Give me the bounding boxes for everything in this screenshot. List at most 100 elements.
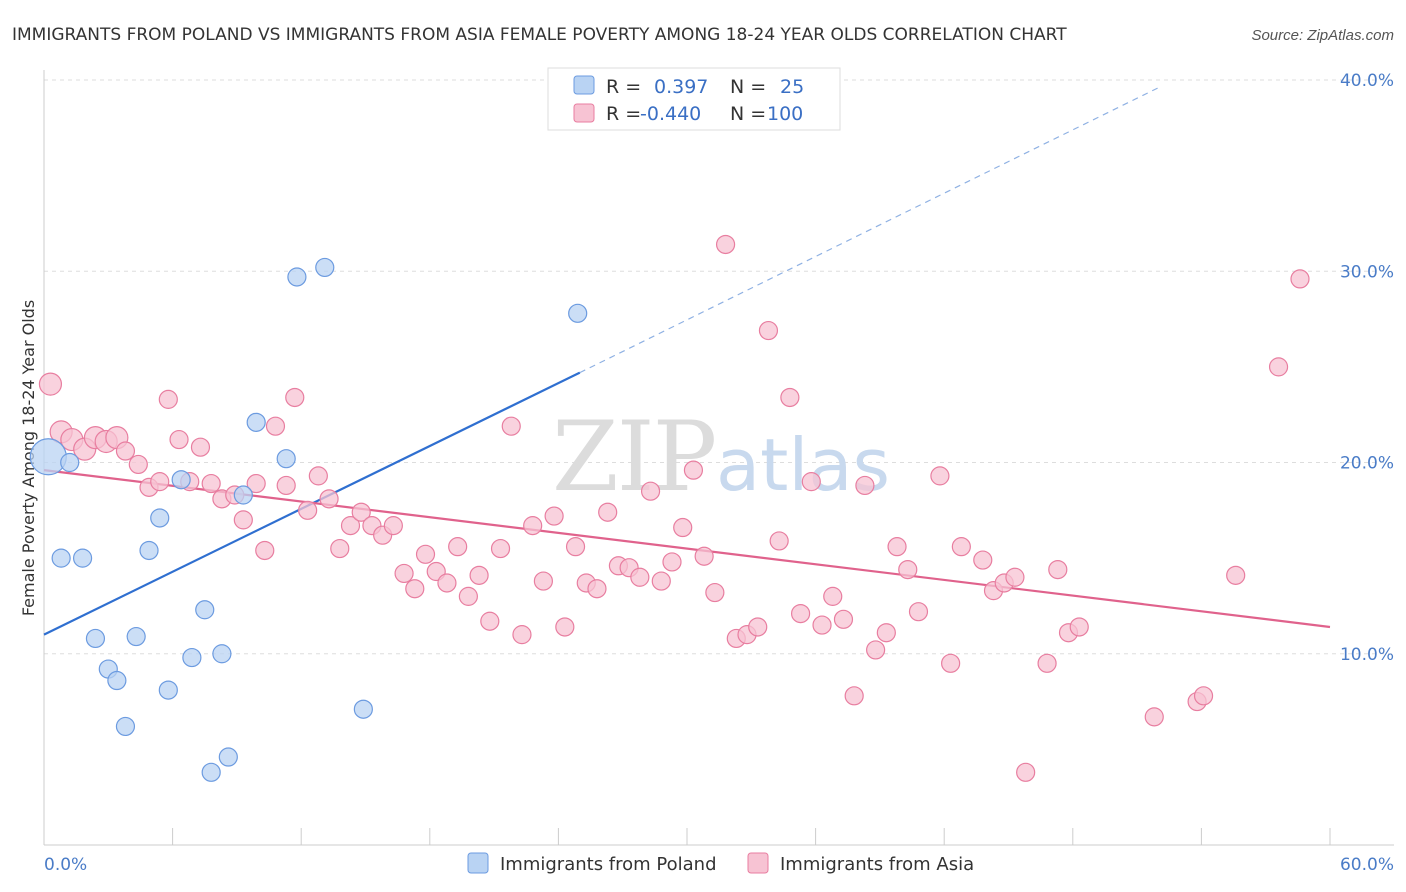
data-point-asia — [265, 416, 286, 436]
data-point-asia — [448, 537, 468, 557]
bottom-legend-swatch-poland — [467, 852, 489, 874]
data-point-asia — [705, 582, 725, 603]
data-point-asia — [694, 546, 714, 566]
data-point-asia — [533, 571, 553, 591]
data-point-asia — [255, 540, 275, 561]
data-point-asia — [748, 617, 768, 637]
data-point-poland — [246, 412, 266, 432]
data-point-asia — [941, 653, 961, 673]
data-point-asia — [1048, 559, 1068, 580]
legend-frame — [547, 67, 841, 131]
data-point-asia — [898, 559, 918, 580]
data-point-poland — [201, 762, 221, 782]
data-point-asia — [758, 320, 779, 341]
legend-r-value-asia: -0.440 — [640, 103, 701, 125]
y-tick-label: 10.0% — [1340, 645, 1394, 665]
data-point-poland — [150, 508, 170, 528]
y-tick-label: 30.0% — [1340, 262, 1394, 282]
data-point-asia — [908, 602, 929, 622]
data-point-asia — [115, 441, 136, 461]
data-point-asia — [565, 537, 586, 557]
data-point-asia — [673, 517, 693, 538]
bottom-legend-swatch-asia — [747, 852, 769, 874]
data-point-asia — [1193, 686, 1214, 706]
data-point-poland — [85, 628, 106, 649]
trend-line-asia — [43, 469, 1331, 629]
bottom-legend: Immigrants from Poland Immigrants from A… — [467, 852, 974, 875]
legend-r-label-poland: R = — [606, 76, 641, 98]
trend-lines — [43, 87, 1331, 636]
data-point-asia — [512, 625, 532, 645]
data-point-poland — [29, 438, 67, 476]
data-point-asia — [480, 611, 500, 631]
data-point-asia — [598, 502, 618, 522]
data-point-asia — [683, 460, 704, 480]
data-point-asia — [651, 571, 671, 591]
data-point-poland — [107, 670, 127, 691]
legend-swatch-poland — [573, 75, 595, 95]
data-point-asia — [298, 500, 318, 520]
y-tick-label: 40.0% — [1340, 71, 1394, 91]
data-point-poland — [60, 452, 80, 473]
y-axis-label: Female Poverty Among 18-24 Year Olds — [19, 300, 38, 616]
data-point-asia — [285, 387, 305, 408]
data-point-asia — [340, 516, 361, 536]
data-point-asia — [490, 538, 511, 559]
data-point-asia — [855, 475, 875, 496]
data-point-asia — [833, 609, 854, 629]
watermark: ZIP atlas — [552, 401, 890, 513]
bottom-legend-label-poland: Immigrants from Poland — [500, 854, 717, 875]
data-point-asia — [844, 686, 864, 706]
legend-n-value-asia: 100 — [767, 103, 803, 125]
data-point-asia — [812, 615, 832, 635]
data-point-asia — [801, 472, 821, 492]
data-point-asia — [662, 552, 682, 572]
data-point-asia — [823, 586, 843, 606]
data-point-poland — [139, 540, 159, 561]
bottom-legend-label-asia: Immigrants from Asia — [780, 854, 974, 875]
y-axis-tick-labels: 10.0% 20.0% 30.0% 40.0% — [1340, 71, 1394, 665]
data-point-asia — [437, 573, 457, 593]
data-point-asia — [383, 516, 403, 536]
data-point-asia — [190, 437, 211, 457]
data-point-asia — [150, 472, 170, 492]
data-point-poland — [218, 747, 238, 767]
data-point-asia — [769, 531, 789, 551]
data-point-asia — [555, 617, 575, 637]
data-point-asia — [394, 563, 414, 584]
data-point-asia — [351, 502, 371, 522]
data-point-asia — [780, 387, 800, 408]
legend-n-value-poland: 25 — [780, 76, 804, 98]
legend-n-label-poland: N = — [730, 76, 766, 98]
data-point-poland — [126, 626, 146, 647]
legend-r-value-poland: 0.397 — [654, 76, 708, 98]
data-point-asia — [1037, 653, 1057, 673]
data-point-asia — [1226, 565, 1246, 585]
data-point-asia — [415, 544, 436, 564]
data-point-asia — [523, 516, 543, 536]
data-point-asia — [866, 640, 886, 660]
data-point-asia — [544, 506, 564, 526]
data-point-asia — [169, 429, 189, 450]
data-point-asia — [1290, 269, 1310, 289]
data-point-asia — [887, 537, 907, 557]
data-point-asia — [1268, 357, 1289, 377]
data-point-asia — [38, 372, 63, 396]
data-point-asia — [233, 510, 253, 530]
legend-box: R = 0.397 N = 25 R = -0.440 N = 100 — [547, 67, 841, 131]
chart-source: Source: ZipAtlas.com — [1251, 27, 1394, 44]
x-axis-ticks — [43, 828, 1331, 845]
data-point-asia — [469, 565, 489, 585]
data-point-asia — [501, 416, 521, 436]
data-point-asia — [715, 234, 736, 255]
data-point-asia — [630, 567, 650, 587]
legend-n-label-asia: N = — [730, 103, 766, 125]
data-point-asia — [951, 537, 971, 557]
data-point-poland — [568, 303, 588, 323]
data-point-poland — [158, 680, 178, 700]
data-point-poland — [182, 647, 202, 668]
data-point-asia — [973, 550, 993, 570]
data-point-asia — [276, 475, 296, 496]
data-point-asia — [790, 603, 811, 624]
data-point-asia — [319, 489, 339, 509]
